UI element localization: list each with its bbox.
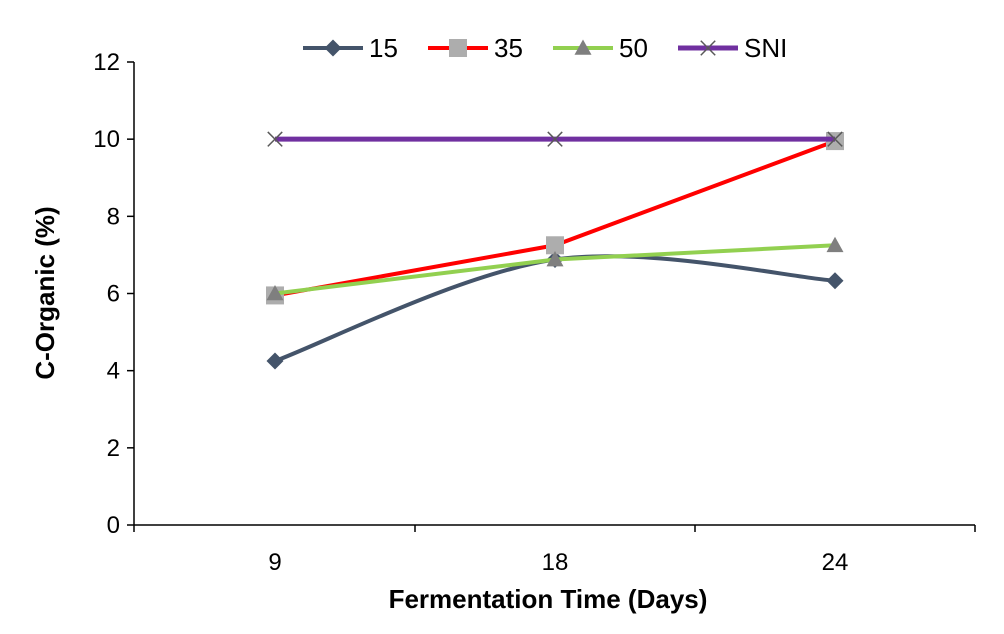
y-tick-label: 6: [107, 281, 120, 308]
series-35: [266, 132, 844, 305]
legend-label: SNI: [744, 33, 787, 63]
marker-triangle: [826, 236, 844, 253]
marker-triangle: [574, 39, 592, 55]
legend-label: 35: [494, 33, 523, 63]
legend: 15 35 50 SNI: [303, 33, 787, 63]
y-tick-label: 10: [93, 126, 120, 153]
x-axis-title: Fermentation Time (Days): [389, 584, 708, 614]
marker-square: [546, 236, 564, 255]
y-tick-label: 2: [107, 435, 120, 462]
series-SNI: [267, 131, 843, 147]
y-tick-label: 4: [107, 358, 120, 385]
marker-diamond: [826, 272, 844, 290]
marker-x: [547, 131, 563, 147]
series-group: [266, 131, 844, 370]
y-ticks: 0 2 4 6 8 10 12: [93, 49, 134, 539]
series-line: [274, 139, 836, 298]
marker-square: [449, 39, 467, 57]
y-axis-title: C-Organic (%): [30, 206, 60, 379]
series-line: [274, 254, 836, 363]
series-15: [266, 251, 844, 370]
legend-label: 50: [619, 33, 648, 63]
x-tick-label: 24: [822, 549, 849, 576]
legend-item-35: 35: [428, 33, 523, 63]
y-tick-label: 12: [93, 49, 120, 76]
marker-triangle: [546, 251, 564, 267]
series-50: [266, 236, 844, 301]
marker-triangle: [266, 285, 284, 301]
y-tick-label: 8: [107, 203, 120, 230]
legend-item-15: 15: [303, 33, 398, 63]
x-ticks: 9 18 24: [133, 525, 976, 576]
legend-item-50: 50: [553, 33, 648, 63]
marker-x: [827, 131, 843, 147]
marker-x: [700, 40, 716, 56]
x-tick-label: 18: [542, 549, 569, 576]
legend-label: 15: [369, 33, 398, 63]
marker-diamond: [324, 39, 342, 57]
y-tick-label: 0: [107, 512, 120, 539]
marker-x: [267, 131, 283, 147]
marker-diamond: [266, 352, 284, 370]
legend-item-SNI: SNI: [678, 33, 787, 63]
axes: [133, 62, 975, 526]
x-tick-label: 9: [268, 549, 281, 576]
